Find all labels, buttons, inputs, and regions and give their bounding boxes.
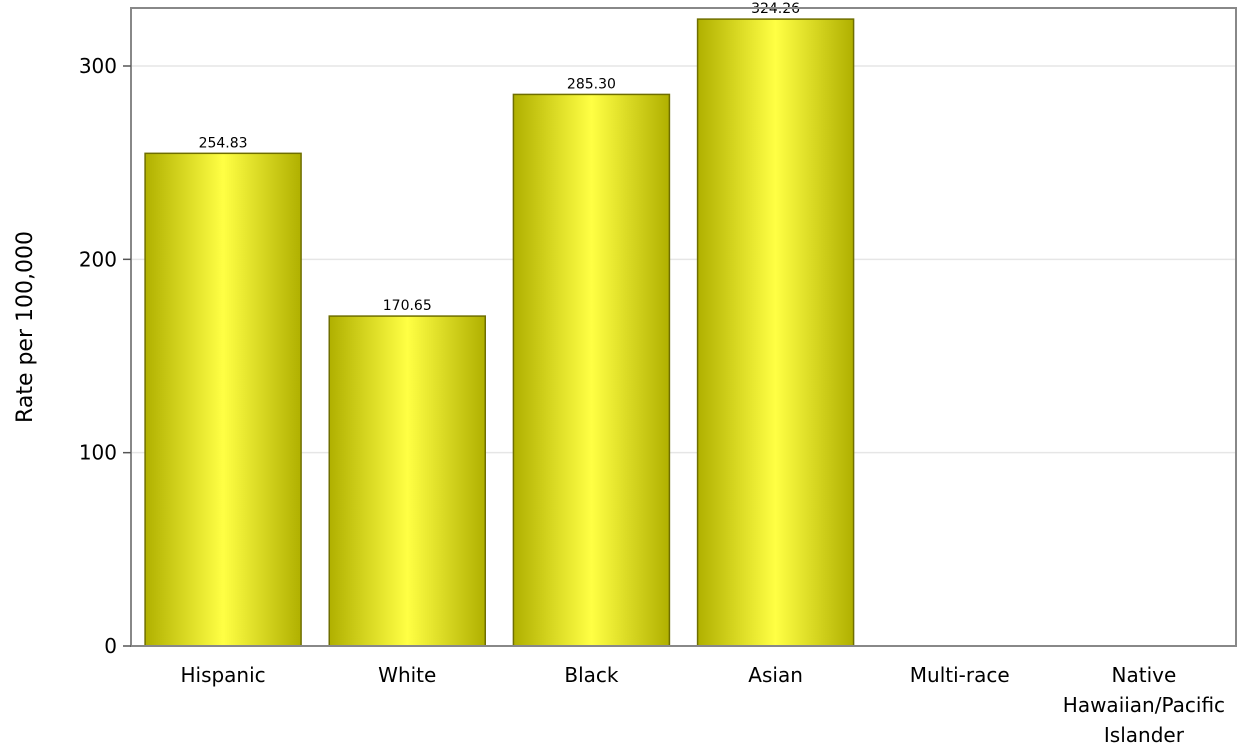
x-tick-label: Multi-race: [910, 663, 1010, 687]
gridlines: [131, 65, 1236, 454]
x-tick-label: Hispanic: [180, 663, 265, 687]
x-tick-label: Black: [564, 663, 619, 687]
y-tick-label: 300: [79, 54, 117, 78]
bar: [144, 152, 302, 647]
x-tick-label: Asian: [748, 663, 803, 687]
x-axis: Hispanic White Black Asian Multi-race Native H…: [180, 663, 1225, 747]
data-label: 254.83: [199, 135, 248, 151]
x-tick-label: Native Hawaiian/Pacific Islander: [1063, 663, 1225, 747]
x-tick-label-line: Asian: [748, 663, 803, 687]
x-tick-label-line: Black: [564, 663, 619, 687]
data-label: 324.26: [751, 1, 800, 17]
bar: [696, 18, 855, 647]
y-axis-title: Rate per 100,000: [13, 231, 38, 423]
plot-frame: [130, 7, 1237, 647]
y-tick-label: 0: [104, 634, 117, 658]
data-label: 285.30: [567, 76, 616, 92]
bars: 254.83 170.65 285.30 324.26: [144, 1, 855, 647]
x-tick-label-line: Native: [1112, 663, 1177, 687]
x-tick-label-line: Hispanic: [180, 663, 265, 687]
x-tick-label-line: White: [378, 663, 436, 687]
bar: [512, 93, 671, 647]
y-tick-label: 200: [79, 247, 117, 271]
x-tick-label-line: Islander: [1104, 723, 1185, 747]
x-tick-label: White: [378, 663, 436, 687]
y-tick-label: 100: [79, 441, 117, 465]
x-tick-label-line: Multi-race: [910, 663, 1010, 687]
x-tick-label-line: Hawaiian/Pacific: [1063, 693, 1225, 717]
bar: [328, 315, 486, 647]
y-axis: 0 100 200 300: [79, 54, 131, 658]
data-label: 170.65: [383, 298, 432, 314]
